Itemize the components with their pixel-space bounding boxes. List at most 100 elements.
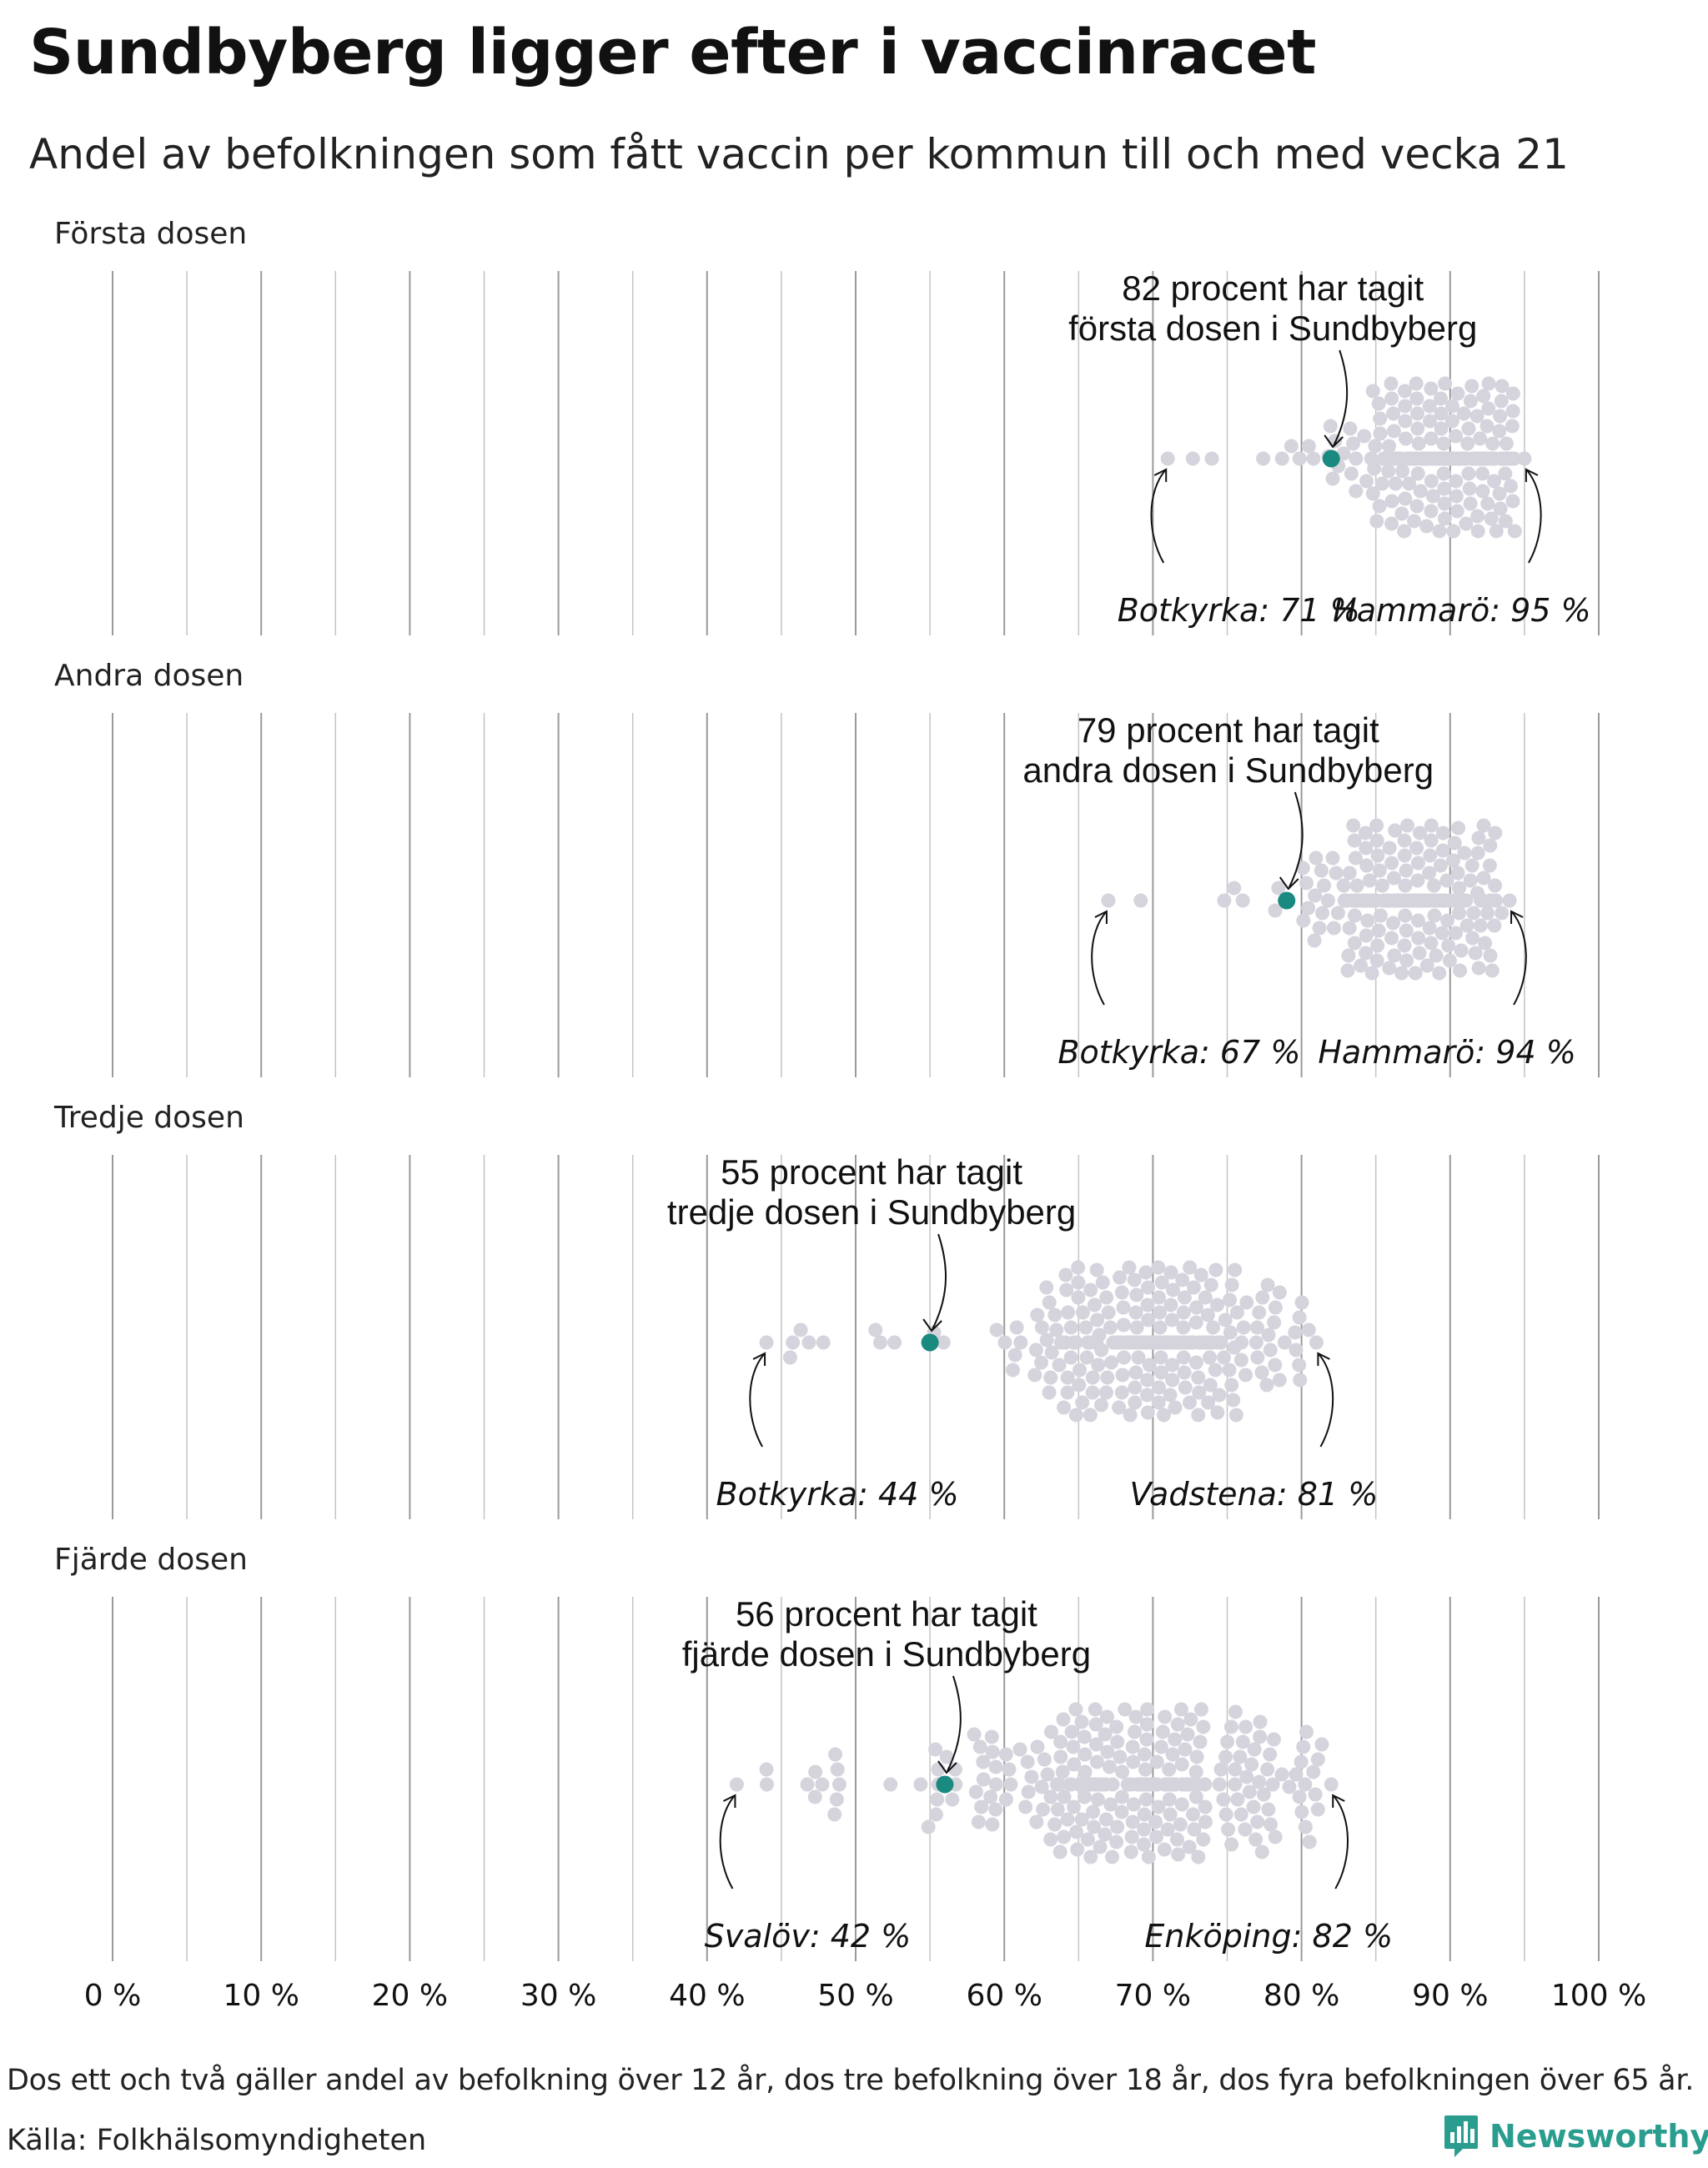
municipality-dot bbox=[1502, 893, 1517, 908]
municipality-dot bbox=[1292, 451, 1307, 466]
municipality-dot bbox=[1505, 386, 1520, 401]
source-note: Källa: Folkhälsomyndigheten bbox=[7, 2124, 427, 2157]
municipality-dot bbox=[1450, 386, 1465, 401]
municipality-dot bbox=[1349, 484, 1364, 499]
municipality-dot bbox=[1137, 1807, 1152, 1822]
municipality-dot bbox=[1284, 439, 1299, 454]
municipality-dot bbox=[1493, 409, 1508, 424]
municipality-dot bbox=[1253, 1714, 1268, 1729]
municipality-dot bbox=[1116, 1300, 1131, 1315]
municipality-dot bbox=[1439, 873, 1454, 888]
municipality-dot bbox=[1218, 1749, 1233, 1764]
highlight-annotation: 82 procent har tagit första dosen i Sundb… bbox=[1068, 268, 1477, 348]
municipality-dot bbox=[1060, 1370, 1075, 1385]
municipality-dot bbox=[1446, 524, 1461, 539]
municipality-dot bbox=[1140, 1373, 1155, 1388]
annotation-arrow bbox=[932, 1233, 947, 1330]
municipality-dot bbox=[1060, 1385, 1075, 1400]
municipality-dot bbox=[1442, 953, 1457, 968]
municipality-dot bbox=[1470, 524, 1485, 539]
municipality-dot bbox=[1088, 1737, 1103, 1752]
municipality-dot bbox=[1336, 878, 1351, 893]
municipality-dot bbox=[1200, 1307, 1215, 1322]
municipality-dot bbox=[1482, 858, 1497, 873]
municipality-dot bbox=[1314, 1737, 1329, 1752]
municipality-dot bbox=[1325, 471, 1340, 486]
municipality-dot bbox=[1317, 878, 1332, 893]
municipality-dot bbox=[1365, 384, 1380, 399]
municipality-dot bbox=[1384, 494, 1399, 509]
municipality-dot bbox=[1359, 841, 1374, 856]
panel-label: Första dosen bbox=[54, 217, 247, 251]
municipality-dot bbox=[1440, 913, 1455, 928]
municipality-dot bbox=[1168, 1400, 1183, 1415]
municipality-dot bbox=[998, 1747, 1013, 1762]
max-annotation: Vadstena: 81 % bbox=[1129, 1476, 1378, 1513]
municipality-dot bbox=[1398, 878, 1413, 893]
municipality-dot bbox=[1029, 1814, 1044, 1829]
municipality-dot bbox=[1140, 1405, 1155, 1420]
municipality-dot bbox=[1165, 1358, 1180, 1373]
municipality-dot bbox=[1265, 1777, 1280, 1792]
municipality-dot bbox=[1239, 1295, 1254, 1310]
municipality-dot bbox=[1434, 421, 1449, 436]
municipality-dot bbox=[1238, 1822, 1253, 1837]
municipality-dot bbox=[1359, 474, 1374, 489]
municipality-dot bbox=[1128, 1365, 1143, 1380]
municipality-dot bbox=[1072, 1378, 1087, 1393]
municipality-dot bbox=[1374, 476, 1389, 491]
municipality-dot bbox=[1357, 429, 1372, 444]
municipality-dot bbox=[1438, 376, 1453, 391]
municipality-dot bbox=[1399, 923, 1414, 938]
municipality-dot bbox=[1185, 1807, 1200, 1822]
municipality-dot bbox=[1341, 948, 1356, 963]
municipality-dot bbox=[1370, 848, 1385, 863]
municipality-dot bbox=[1492, 486, 1507, 501]
municipality-dot bbox=[1128, 1395, 1143, 1410]
municipality-dot bbox=[1326, 921, 1341, 936]
municipality-dot bbox=[1005, 1363, 1020, 1378]
municipality-dot bbox=[1424, 936, 1439, 951]
municipality-dot bbox=[1141, 1280, 1156, 1295]
municipality-dot bbox=[1398, 414, 1413, 429]
municipality-dot bbox=[1306, 1764, 1321, 1779]
municipality-dot bbox=[1191, 1370, 1206, 1385]
municipality-dot bbox=[1034, 1320, 1049, 1335]
municipality-dot bbox=[1228, 1408, 1243, 1423]
max-annotation: Enköping: 82 % bbox=[1144, 1918, 1393, 1955]
municipality-dot bbox=[1114, 1804, 1129, 1819]
municipality-dot bbox=[1255, 1290, 1270, 1305]
municipality-dot bbox=[1040, 1767, 1055, 1782]
municipality-dot bbox=[1142, 1358, 1157, 1373]
municipality-dot bbox=[1234, 1335, 1249, 1350]
x-tick-label: 20 % bbox=[372, 1979, 448, 2013]
municipality-dot bbox=[1162, 1762, 1177, 1777]
municipality-dot bbox=[1424, 474, 1439, 489]
municipality-dot bbox=[1395, 464, 1410, 479]
municipality-dot bbox=[1080, 1832, 1095, 1847]
municipality-dot bbox=[1384, 856, 1399, 871]
municipality-dot bbox=[1114, 1285, 1129, 1300]
municipality-dot bbox=[1344, 466, 1359, 481]
panel-label: Fjärde dosen bbox=[54, 1543, 248, 1577]
municipality-dot bbox=[1217, 1350, 1232, 1365]
municipality-dot bbox=[1224, 1378, 1239, 1393]
municipality-dot bbox=[1138, 1762, 1153, 1777]
municipality-dot bbox=[1166, 1282, 1181, 1297]
municipality-dot bbox=[1324, 1777, 1339, 1792]
municipality-dot bbox=[1191, 1849, 1206, 1864]
municipality-dot bbox=[1409, 391, 1424, 406]
municipality-dot bbox=[1476, 871, 1491, 886]
municipality-dot bbox=[1465, 931, 1480, 946]
municipality-dot bbox=[1050, 1802, 1065, 1817]
municipality-dot bbox=[1057, 1789, 1072, 1804]
municipality-dot bbox=[1060, 1812, 1075, 1827]
municipality-dot bbox=[1139, 1717, 1154, 1732]
municipality-dot bbox=[1274, 1767, 1289, 1782]
municipality-dot bbox=[1398, 399, 1413, 414]
municipality-dot bbox=[1345, 436, 1360, 451]
dose-panel: Fjärde dosen 56 procent har tagit fjärde d… bbox=[54, 1543, 1600, 1961]
municipality-dot bbox=[1481, 376, 1496, 391]
municipality-dot bbox=[1105, 1849, 1120, 1864]
chart-title: Sundbyberg ligger efter i vaccinracet bbox=[29, 17, 1316, 88]
